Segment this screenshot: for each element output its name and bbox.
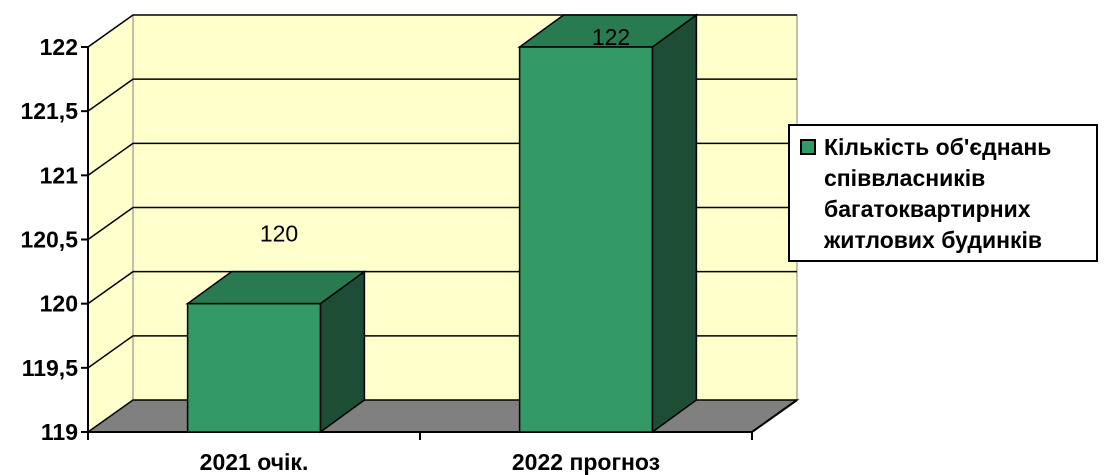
x-axis-depth xyxy=(751,399,798,433)
legend-swatch xyxy=(800,139,816,155)
legend-label: Кількість об'єднань співвласників багато… xyxy=(824,134,1052,253)
y-tick-label: 120 xyxy=(40,291,78,317)
x-tick-label: 2022 прогноз xyxy=(512,449,660,475)
bar xyxy=(186,302,322,433)
labels: 119 119,5 120 120,5 121 121,5 122 120 2021 очік.… xyxy=(20,24,660,475)
data-label: 120 xyxy=(260,221,298,247)
y-tick-label: 119 xyxy=(41,419,78,445)
bars xyxy=(185,13,699,434)
legend: Кількість об'єднань співвласників багато… xyxy=(788,124,1098,262)
y-tick-label: 122 xyxy=(40,34,78,60)
x-tick-label: 2021 очік. xyxy=(200,449,309,475)
y-tick-label: 119,5 xyxy=(22,355,78,381)
bar xyxy=(518,46,654,433)
y-tick-label: 121,5 xyxy=(20,98,78,124)
data-label: 122 xyxy=(592,24,630,50)
bar-side xyxy=(651,13,698,434)
y-tick-label: 121 xyxy=(40,162,79,188)
y-tick-label: 120,5 xyxy=(20,227,78,253)
